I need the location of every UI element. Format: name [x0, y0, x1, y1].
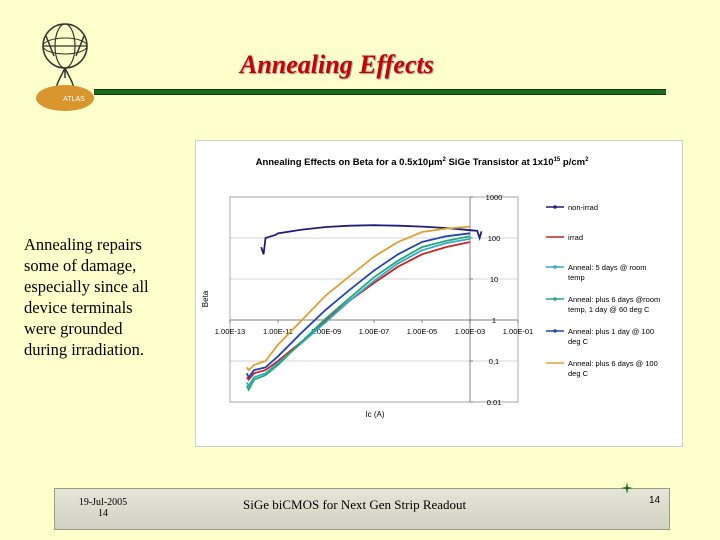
legend-label: Anneal: plus 6 days @room: [568, 295, 660, 304]
legend-entry-0: non-irrad: [546, 203, 598, 212]
logo-text: ATLAS: [63, 96, 85, 103]
y-axis-label: Beta: [201, 290, 210, 307]
body-line: were grounded: [24, 319, 123, 338]
legend-label: deg C: [568, 369, 589, 378]
x-tick-label: 1.00E-03: [455, 327, 485, 336]
y-tick-label: 100: [488, 234, 501, 243]
y-tick-label: 1000: [486, 193, 503, 202]
y-tick-label: 0.01: [487, 398, 502, 407]
body-line: device terminals: [24, 298, 133, 317]
body-line: some of damage,: [24, 256, 137, 275]
legend-entry-1: irrad: [546, 233, 583, 242]
title-rule: [94, 89, 666, 95]
x-tick-label: 1.00E-01: [503, 327, 533, 336]
chart-frame: Annealing Effects on Beta for a 0.5x10μm…: [195, 140, 683, 447]
chart-grid: [229, 196, 519, 403]
x-tick-label: 1.00E-11: [263, 327, 293, 336]
series-line-3: [245, 235, 471, 392]
legend-label: non-irrad: [568, 203, 598, 212]
body-line: during irradiation.: [24, 340, 145, 359]
x-tick-label: 1.00E-09: [311, 327, 341, 336]
legend-label: Anneal: plus 1 day @ 100: [568, 327, 654, 336]
body-line: especially since all: [24, 277, 149, 296]
chart-title: Annealing Effects on Beta for a 0.5x10μm…: [256, 157, 589, 168]
legend-marker: [553, 205, 557, 209]
x-tick-label: 1.00E-07: [359, 327, 389, 336]
beta-chart: Annealing Effects on Beta for a 0.5x10μm…: [201, 157, 660, 419]
y-tick-label: 1: [492, 316, 496, 325]
footer-date-page: 14: [98, 508, 108, 519]
body-line: Annealing repairs: [24, 235, 142, 254]
series-line-2: [246, 238, 471, 388]
plot-area: [229, 196, 519, 403]
y-tick-label: 10: [490, 275, 498, 284]
series-line-0: [260, 224, 483, 255]
footer-bar: 19-Jul-2005 14 SiGe biCMOS for Next Gen …: [54, 482, 670, 530]
atlas-logo: ATLAS: [36, 23, 94, 111]
legend-label: temp: [568, 273, 585, 282]
footer-title: SiGe biCMOS for Next Gen Strip Readout: [243, 497, 467, 512]
x-tick-label: 1.00E-05: [407, 327, 437, 336]
chart-axes: 1.00E-13 1.00E-11 1.00E-09 1.00E-07 1.00E-05…: [215, 193, 533, 407]
series-line-1: [246, 241, 471, 382]
x-axis-label: Ic (A): [365, 410, 384, 419]
legend-marker: [553, 297, 557, 301]
legend-marker: [553, 329, 557, 333]
series-line-5: [246, 225, 471, 372]
body-text: Annealing repairs some of damage, especi…: [24, 234, 196, 360]
legend-label: irrad: [568, 233, 583, 242]
footer-date-text: 19-Jul-2005: [78, 497, 128, 508]
legend-label: deg C: [568, 337, 589, 346]
slide-title: Annealing Effects: [240, 50, 434, 79]
legend-label: temp, 1 day @ 60 deg C: [568, 305, 650, 314]
chart-series: [245, 224, 483, 392]
y-tick-label: 0,1: [489, 357, 499, 366]
legend-label: Anneal: 5 days @ room: [568, 263, 647, 272]
footer-date: 19-Jul-2005 14: [63, 497, 143, 519]
footer-page-number: 14: [649, 495, 661, 506]
x-tick-label: 1.00E-13: [215, 327, 245, 336]
legend-label: Anneal: plus 6 days @ 100: [568, 359, 658, 368]
star-icon: [621, 482, 633, 494]
series-line-4: [245, 232, 471, 380]
legend-marker: [553, 265, 557, 269]
